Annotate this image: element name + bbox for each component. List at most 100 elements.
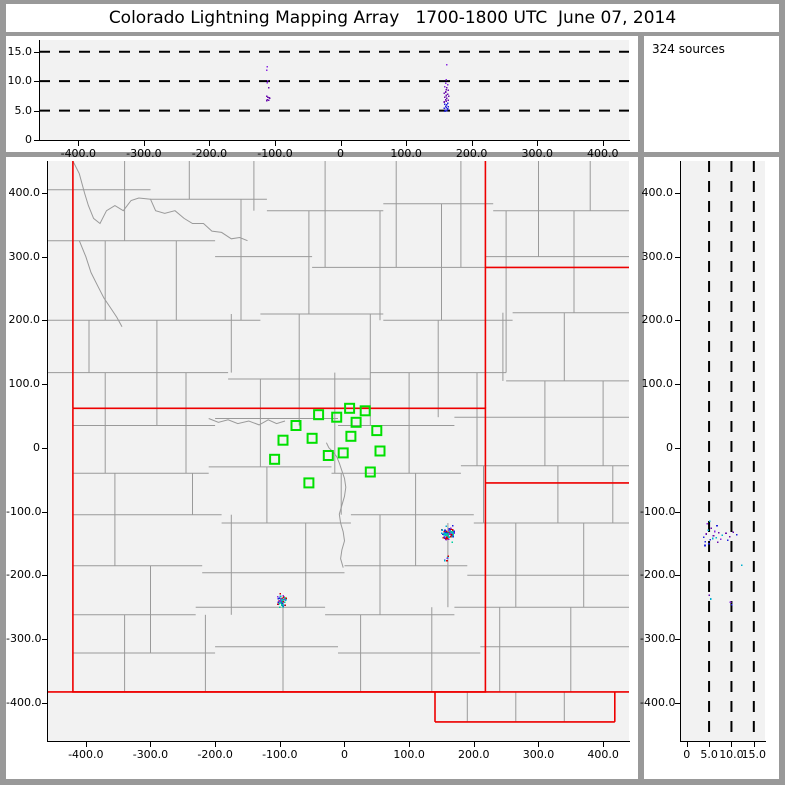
- x-tick-label: -200.0: [185, 748, 245, 761]
- source-dot: [447, 84, 449, 86]
- source-dot: [709, 594, 711, 596]
- source-dot: [268, 87, 270, 89]
- y-tick: [42, 639, 48, 640]
- source-dot-cluster-1: [284, 605, 286, 607]
- source-dot-cluster-1: [285, 599, 287, 601]
- y-tick: [42, 448, 48, 449]
- source-dot-cluster-1: [283, 601, 285, 603]
- source-dot: [266, 69, 268, 71]
- source-dot: [447, 94, 449, 96]
- source-dot-cluster-1: [279, 597, 281, 599]
- x-tick: [472, 140, 473, 146]
- x-tick: [409, 741, 410, 747]
- y-tick: [675, 703, 681, 704]
- sources-count-label: 324 sources: [652, 42, 725, 56]
- altitude-vs-east-west-plot[interactable]: [39, 40, 629, 140]
- y-tick: [42, 512, 48, 513]
- source-dot: [445, 89, 447, 91]
- source-dot: [269, 98, 271, 100]
- source-dot-cluster-2: [453, 531, 455, 533]
- y-axis-line: [47, 161, 48, 741]
- x-tick-label: -400.0: [56, 748, 116, 761]
- source-dot-cluster-1: [279, 600, 281, 602]
- x-tick-label: -100.0: [250, 748, 310, 761]
- source-dot-cluster-1: [277, 603, 279, 605]
- x-tick: [603, 140, 604, 146]
- source-dot: [446, 87, 448, 89]
- y-tick-label: 0: [6, 441, 40, 454]
- source-dot-cluster-1: [277, 596, 279, 598]
- altitude-vs-east-west-panel: 0 5.0 10.0 15.0 -400.0 -300.0 -200.0 -100.0 0 100…: [6, 36, 638, 152]
- altitude-vs-north-south-panel: 400.0 300.0 200.0 100.0 0 -100.0 -200.0 -300.0-…: [644, 157, 779, 779]
- y-tick: [42, 575, 48, 576]
- y-tick: [34, 111, 40, 112]
- y-tick-label: 300.0: [6, 250, 40, 263]
- x-tick: [731, 741, 732, 747]
- y-axis-line: [680, 161, 681, 741]
- source-dot-cluster-1: [281, 604, 283, 606]
- source-dot: [444, 86, 446, 88]
- source-dot-cluster-2: [451, 542, 453, 544]
- y-tick: [675, 512, 681, 513]
- source-dot: [267, 66, 269, 68]
- source-dot: [444, 104, 446, 106]
- source-dot: [445, 95, 447, 97]
- page-title: Colorado Lightning Mapping Array 1700-18…: [109, 8, 676, 28]
- y-tick-label: 100.0: [6, 377, 40, 390]
- source-dot: [717, 542, 719, 544]
- lma-station-marker-14: [366, 468, 375, 477]
- source-dot: [444, 97, 446, 99]
- plan-view-map-plot[interactable]: [47, 161, 629, 741]
- lma-station-marker-11: [339, 448, 348, 457]
- x-tick: [341, 140, 342, 146]
- source-dot-cluster-2: [452, 531, 454, 533]
- source-dot: [710, 598, 712, 600]
- x-tick: [406, 140, 407, 146]
- source-dot: [445, 82, 447, 84]
- x-tick-label: 200.0: [444, 748, 504, 761]
- source-dot-cluster-2: [444, 560, 446, 562]
- source-dot: [445, 107, 447, 109]
- source-dot: [267, 80, 269, 82]
- y-tick-label: 300.0: [640, 250, 673, 263]
- source-dot: [712, 538, 714, 540]
- source-dot: [267, 82, 269, 84]
- source-dot: [715, 537, 717, 539]
- source-dot: [716, 525, 718, 527]
- y-tick-label: 5.0: [6, 104, 32, 117]
- y-tick-label: -400.0: [6, 696, 40, 709]
- x-tick: [275, 140, 276, 146]
- source-dot: [448, 95, 450, 97]
- source-dot: [447, 99, 449, 101]
- source-dot: [444, 108, 446, 110]
- source-dot: [446, 110, 448, 112]
- source-dot: [718, 532, 720, 534]
- source-dot-cluster-2: [446, 560, 448, 562]
- y-tick-label: 100.0: [640, 377, 673, 390]
- source-dot: [447, 102, 449, 104]
- source-dot: [729, 536, 731, 538]
- altitude-vs-north-south-canvas: [680, 161, 765, 741]
- x-tick: [86, 741, 87, 747]
- source-dot: [445, 105, 447, 107]
- altitude-vs-east-west-canvas: [39, 40, 629, 140]
- source-dot-cluster-2: [443, 533, 445, 535]
- terrain-line-front-range: [209, 419, 285, 425]
- source-dot: [730, 601, 732, 603]
- source-dot-cluster-2: [441, 529, 443, 531]
- source-dot: [741, 565, 743, 567]
- y-tick-label: -100.0: [6, 505, 40, 518]
- y-tick: [34, 81, 40, 82]
- source-dot: [447, 89, 449, 91]
- source-dot: [713, 535, 715, 537]
- source-dot: [706, 533, 708, 535]
- y-tick-label: 200.0: [640, 313, 673, 326]
- y-tick: [675, 320, 681, 321]
- x-tick: [754, 741, 755, 747]
- altitude-vs-north-south-plot[interactable]: [680, 161, 765, 741]
- source-dot-cluster-1: [280, 593, 282, 595]
- lma-station-marker-12: [372, 426, 381, 435]
- source-dot-cluster-2: [448, 556, 450, 558]
- x-tick: [603, 741, 604, 747]
- y-tick: [675, 193, 681, 194]
